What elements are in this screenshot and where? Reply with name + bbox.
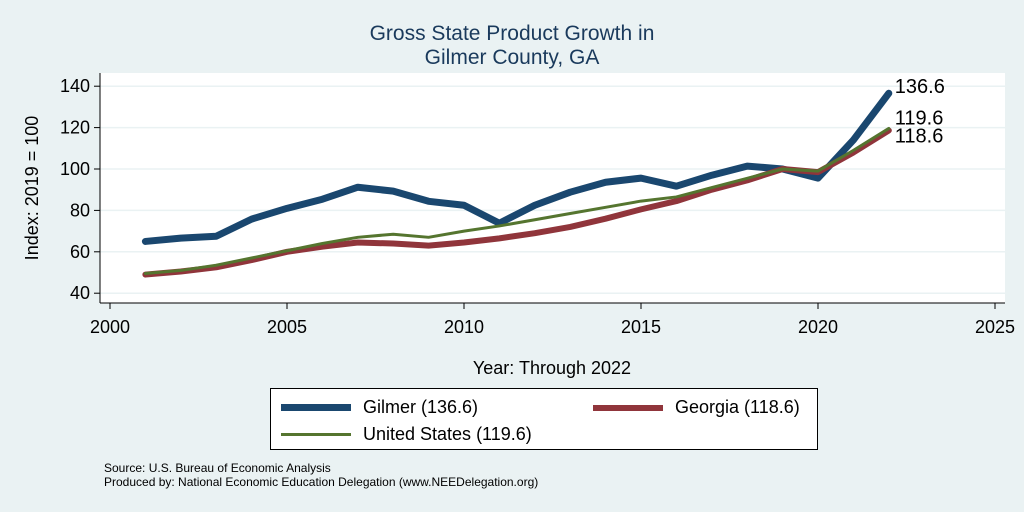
legend-label: United States (119.6): [363, 424, 532, 444]
y-tick-label: 100: [60, 159, 90, 179]
title-line-1: Gross State Product Growth in: [369, 22, 655, 45]
chart-title: Gross State Product Growth in Gilmer Cou…: [0, 22, 1024, 70]
legend-item-georgia: Georgia (118.6): [593, 397, 800, 418]
legend-item-united-states: United States (119.6): [281, 424, 532, 445]
x-tick-label: 2010: [444, 317, 484, 337]
legend-label: Georgia (118.6): [675, 397, 800, 417]
end-label: 118.6: [895, 125, 944, 147]
legend-item-gilmer: Gilmer (136.6): [281, 397, 478, 418]
y-tick-label: 80: [70, 200, 90, 220]
end-label: 136.6: [895, 76, 945, 98]
series-line-gilmer: [141, 89, 893, 245]
legend-swatch: [281, 404, 351, 411]
plot-area: [100, 73, 1005, 303]
legend-swatch: [281, 433, 351, 436]
y-axis-label: Index: 2019 = 100: [22, 116, 42, 261]
end-label: 119.6: [895, 107, 944, 129]
legend-swatch: [593, 404, 663, 411]
x-tick-label: 2015: [621, 317, 661, 337]
y-tick-label: 40: [70, 283, 90, 303]
legend-label: Gilmer (136.6): [363, 397, 479, 417]
x-axis-label: Year: Through 2022: [473, 358, 631, 378]
y-tick-label: 120: [60, 118, 90, 138]
x-tick-label: 2000: [90, 317, 130, 337]
title-line-2: Gilmer County, GA: [424, 46, 600, 69]
source-note: Source: U.S. Bureau of Economic Analysis: [104, 461, 331, 475]
x-tick-label: 2005: [267, 317, 307, 337]
series-line-united-states: [143, 126, 891, 276]
y-tick-label: 60: [70, 242, 90, 262]
x-tick-label: 2020: [798, 317, 838, 337]
y-tick-label: 140: [60, 76, 90, 96]
legend: Gilmer (136.6) Georgia (118.6) United St…: [270, 388, 818, 450]
produced-note: Produced by: National Economic Education…: [104, 475, 539, 489]
x-tick-label: 2025: [975, 317, 1015, 337]
